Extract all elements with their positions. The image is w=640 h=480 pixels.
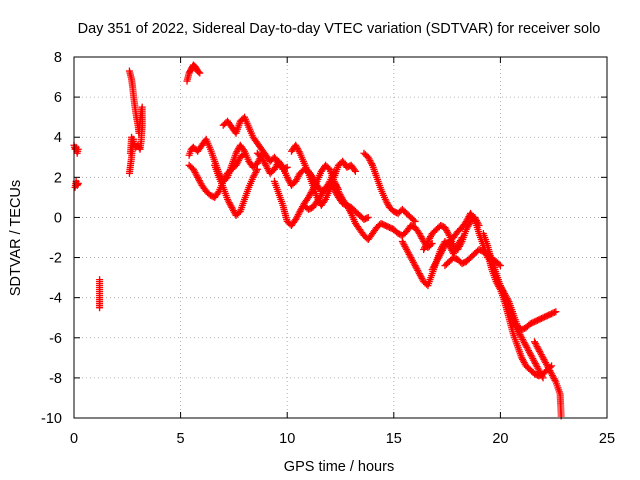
data-point [96, 304, 104, 312]
x-tick-label: 25 [599, 431, 615, 447]
data-point [351, 167, 359, 175]
data-point [252, 167, 260, 175]
data-point [253, 165, 261, 173]
x-tick-label: 20 [492, 431, 508, 447]
data-point [195, 68, 203, 76]
x-tick-label: 0 [70, 431, 78, 447]
data-point [278, 162, 286, 170]
data-point [368, 160, 376, 168]
data-point [130, 135, 138, 143]
data-point [550, 308, 558, 316]
data-point [538, 372, 546, 380]
data-point [496, 262, 504, 270]
data-point [551, 376, 559, 384]
data-point [196, 69, 204, 77]
data-point [364, 213, 372, 221]
data-point [470, 214, 478, 222]
data-point [241, 149, 249, 157]
chart-title: Day 351 of 2022, Sidereal Day-to-day VTE… [78, 21, 601, 37]
y-tick-label: -10 [41, 411, 62, 427]
y-tick-label: -4 [49, 291, 62, 307]
y-tick-label: 2 [54, 170, 62, 186]
data-point [74, 145, 82, 153]
axes: 0 5 10 15 20 25 -10 -8 -6 -4 -2 0 2 4 6 8 [41, 50, 615, 447]
y-tick-label: 4 [54, 130, 62, 146]
data-point [350, 166, 358, 174]
data-point [321, 197, 329, 205]
data-point [444, 230, 452, 238]
data-point [239, 151, 247, 159]
data-point [457, 239, 465, 247]
data-point [214, 189, 222, 197]
y-tick-label: 0 [54, 210, 62, 226]
x-tick-label: 10 [279, 431, 295, 447]
x-tick-label: 15 [386, 431, 402, 447]
y-tick-label: 8 [54, 50, 62, 66]
data-point [363, 214, 371, 222]
x-axis-label: GPS time / hours [284, 459, 394, 475]
data-point [539, 374, 547, 382]
data-point [495, 260, 503, 268]
y-tick-label: -6 [49, 331, 62, 347]
grid-lines [74, 57, 607, 418]
data-point [74, 179, 82, 187]
data-point [552, 308, 560, 316]
y-tick-label: -2 [49, 251, 62, 267]
x-tick-label: 5 [177, 431, 185, 447]
data-points [70, 61, 565, 420]
data-point [346, 208, 354, 216]
plot-frame [73, 56, 608, 419]
y-tick-label: 6 [54, 90, 62, 106]
data-point [410, 216, 418, 224]
data-point [411, 217, 419, 225]
y-tick-label: -8 [49, 371, 62, 387]
y-axis-label: SDTVAR / TECUs [8, 180, 24, 296]
data-point [295, 148, 303, 156]
